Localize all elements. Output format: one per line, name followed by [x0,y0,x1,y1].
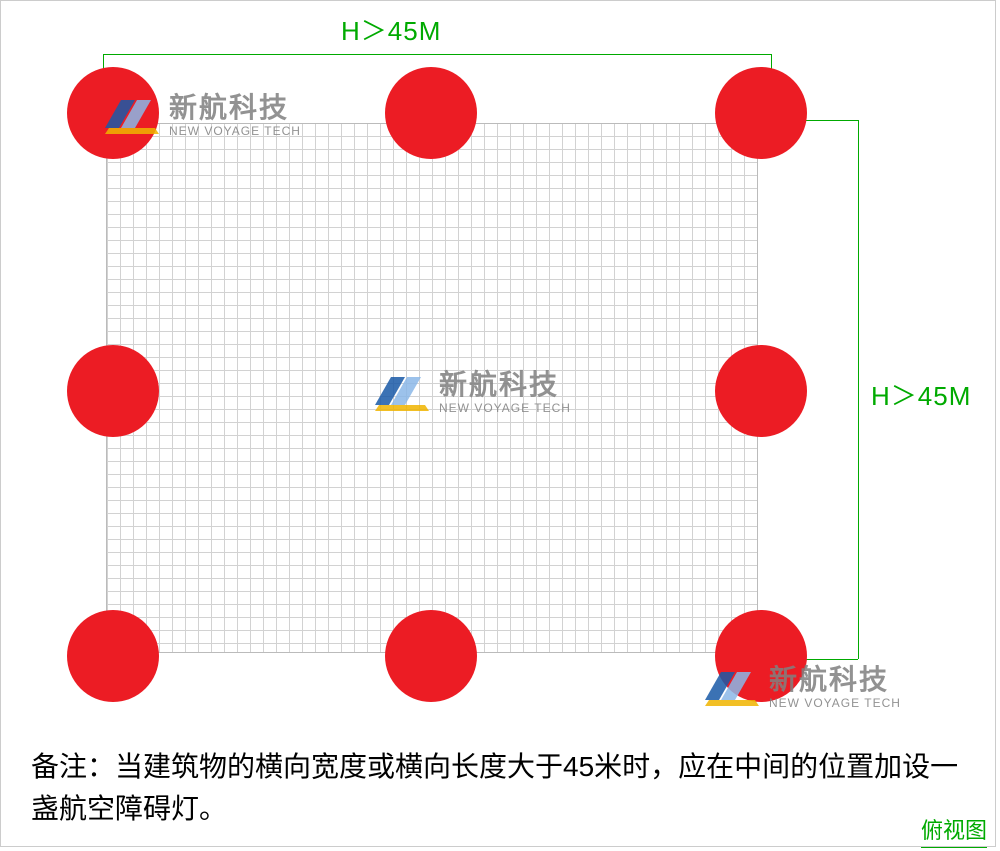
logo-text-en: NEW VOYAGE TECH [769,696,901,710]
obstacle-light-dot [385,610,477,702]
logo-text-cn: 新航科技 [169,94,301,122]
dim-top-label: H＞45M [341,11,441,48]
obstacle-light-dot [715,67,807,159]
watermark-logo: 新航科技 NEW VOYAGE TECH [701,666,901,710]
obstacle-light-dot [67,610,159,702]
dim-right-label: H＞45M [871,376,971,413]
obstacle-light-dot [715,345,807,437]
watermark-logo: 新航科技 NEW VOYAGE TECH [371,371,571,415]
logo-icon [101,94,161,138]
dim-top-hline [103,54,771,55]
watermark-logo: 新航科技 NEW VOYAGE TECH [101,94,301,138]
logo-icon [371,371,431,415]
logo-text-en: NEW VOYAGE TECH [439,401,571,415]
caption-topview: 俯视图 [921,813,987,848]
diagram-frame: H＞45M H＞45M 新航科技 NEW VOYAGE TECH [0,0,996,847]
logo-icon [701,666,761,710]
logo-text-cn: 新航科技 [769,666,901,694]
obstacle-light-dot [67,345,159,437]
logo-text-en: NEW VOYAGE TECH [169,124,301,138]
note-text: 备注：当建筑物的横向宽度或横向长度大于45米时，应在中间的位置加设一盏航空障碍灯… [31,746,971,830]
obstacle-light-dot [385,67,477,159]
dim-right-vline [858,120,859,659]
logo-text-cn: 新航科技 [439,371,571,399]
